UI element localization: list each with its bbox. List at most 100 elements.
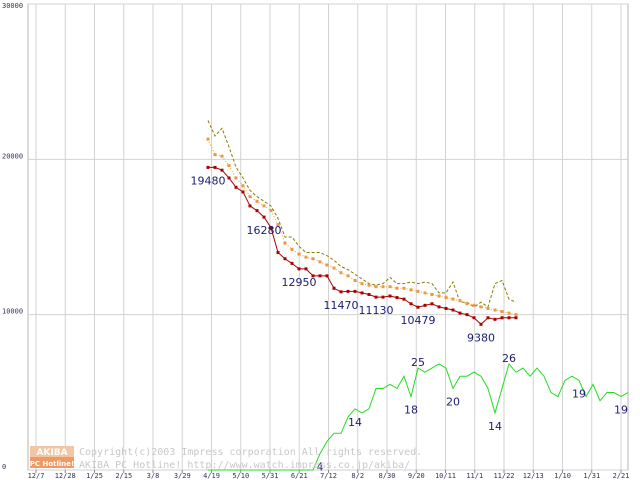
min-price-point [465,313,469,317]
min-price-point [241,190,245,194]
avg-price-point [430,292,434,296]
avg-price-point [248,195,252,199]
min-price-point [283,257,287,261]
x-tick-label: 5/31 [262,472,279,480]
x-tick-label: 1/25 [86,472,103,480]
min-price-point [437,305,441,309]
x-tick-label: 2/15 [115,472,132,480]
avg-price-point [269,209,273,213]
avg-price-series [206,137,518,317]
min-price-point [353,289,357,293]
min-price-point [227,176,231,180]
min-price-point [395,296,399,300]
shop-count-data-label: 18 [404,404,418,417]
avg-price-point [325,263,329,267]
min-price-point [416,305,420,309]
min-price-point [472,316,476,320]
avg-price-point [465,302,469,306]
min-price-point [276,251,280,255]
min-price-point [514,316,518,320]
avg-price-point [220,154,224,158]
avg-price-point [388,285,392,289]
avg-price-point [423,291,427,295]
min-price-point [255,209,259,213]
x-tick-label: 12/7 [28,472,45,480]
avg-price-point [283,241,287,245]
x-tick-label: 6/21 [291,472,308,480]
y-tick-label: 0 [2,463,6,471]
min-price-point [423,303,427,307]
y-tick-label: 30000 [2,2,23,10]
footer-logo: AKIBA PC Hotline! [30,446,74,468]
min-price-point [367,292,371,296]
min-price-point [269,226,273,230]
avg-price-point [493,308,497,312]
x-tick-label: 3/29 [174,472,191,480]
shop-count-line [208,362,629,471]
avg-price-point [213,153,217,157]
min-price-point [304,267,308,271]
avg-price-point [409,288,413,292]
avg-price-point [486,306,490,310]
min-price-point [409,302,413,306]
min-price-data-label: 19480 [191,174,226,187]
x-tick-label: 3/8 [147,472,160,480]
x-tick-label: 8/30 [379,472,396,480]
min-price-point [206,165,210,169]
max-price-series [207,120,517,308]
max-price-line [207,120,517,308]
min-price-point [479,322,483,326]
y-tick-label: 20000 [2,152,23,160]
data-labels: 19480 16280 12950 11470 11130 10479 9380 4 14 18 2… [191,174,629,473]
min-price-point [388,294,392,298]
min-price-point [458,311,462,315]
avg-price-point [500,310,504,314]
min-price-point [493,317,497,321]
avg-price-point [311,257,315,261]
avg-price-point [472,303,476,307]
avg-price-point [360,282,364,286]
shop-count-data-label: 14 [488,420,502,433]
copyright-text: Copyright(c)2003 Impress corporation All… [79,447,422,458]
avg-price-point [227,164,231,168]
avg-price-point [262,204,266,208]
min-price-point [500,316,504,320]
x-axis-ticks: 12/7 12/28 1/25 2/15 3/8 3/29 4/19 5/10 5/31 6/21… [28,470,630,480]
avg-price-point [304,255,308,259]
min-price-series [206,165,518,326]
min-price-point [486,316,490,320]
avg-price-point [437,294,441,298]
series-layer [206,120,629,471]
min-price-point [297,267,301,271]
x-tick-label: 5/10 [232,472,249,480]
x-tick-label: 2/21 [613,472,630,480]
avg-price-point [444,296,448,300]
min-price-point [346,289,350,293]
x-tick-label: 10/11 [435,472,456,480]
avg-price-point [241,184,245,188]
min-price-point [290,261,294,265]
min-price-point [332,286,336,290]
x-tick-label: 1/31 [583,472,600,480]
y-tick-label: 10000 [2,308,23,316]
avg-price-point [451,297,455,301]
min-price-point [248,204,252,208]
shop-count-data-label: 4 [317,461,324,474]
avg-price-point [374,285,378,289]
min-price-point [402,297,406,301]
chart-grid [27,3,629,471]
avg-price-point [297,252,301,256]
min-price-data-label: 11470 [324,299,359,312]
avg-price-point [353,278,357,282]
shop-count-data-label: 25 [411,356,425,369]
min-price-point [234,185,238,189]
x-tick-label: 1/10 [554,472,571,480]
min-price-point [451,308,455,312]
avg-price-point [458,299,462,303]
x-tick-label: 11/22 [493,472,514,480]
min-price-point [262,215,266,219]
shop-count-data-label: 19 [614,404,628,417]
shop-count-data-label: 19 [572,387,586,400]
x-tick-label: 12/28 [55,472,76,480]
avg-price-point [416,289,420,293]
